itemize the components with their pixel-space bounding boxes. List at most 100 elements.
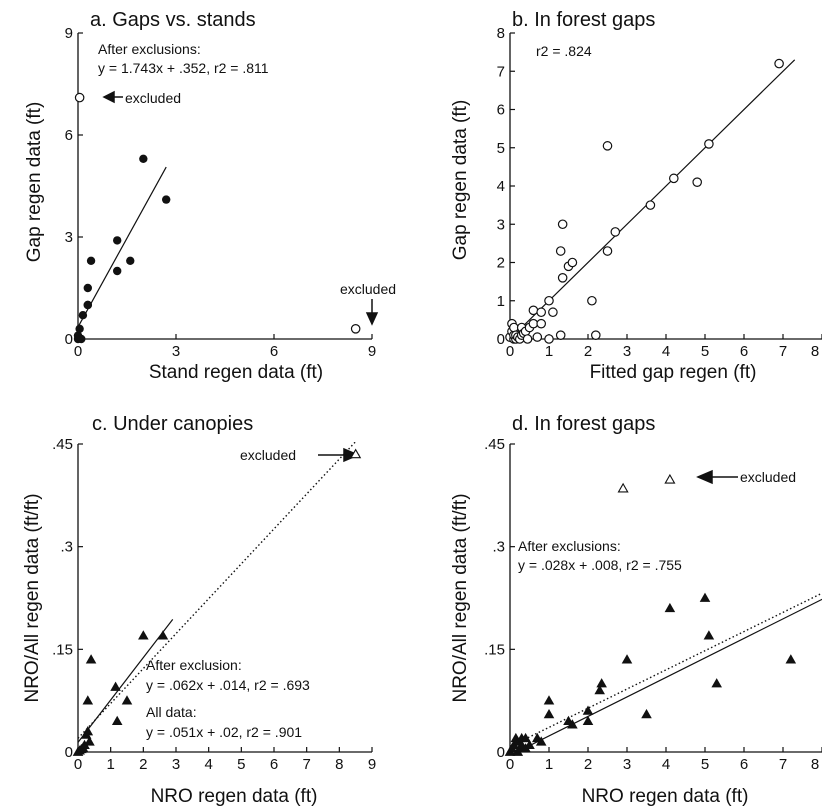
panel-b-x-tick-label: 2 bbox=[584, 343, 592, 360]
panel-c-x-tick-label: 0 bbox=[74, 756, 82, 773]
panel-b-point-excluded bbox=[522, 334, 533, 344]
panel-b-point-excluded bbox=[509, 322, 519, 333]
panel-c-point bbox=[84, 736, 95, 746]
panel-c-point bbox=[85, 654, 97, 664]
panel-d-x-tick-label: 1 bbox=[545, 756, 553, 773]
panel-b-point-excluded bbox=[567, 257, 578, 268]
panel-d-point bbox=[567, 719, 578, 729]
panel-c-x-tick-label: 9 bbox=[368, 756, 376, 773]
panel-b-x-tick-label: 5 bbox=[701, 343, 709, 360]
panel-d-ylabel: NRO/All regen data (ft/ft) bbox=[450, 493, 471, 702]
panel-b-point-excluded bbox=[602, 246, 613, 256]
panel-b-x-tick-label: 4 bbox=[662, 343, 670, 360]
panel-d-point-excluded bbox=[617, 482, 629, 493]
panel-c-y-tick-label: .45 bbox=[52, 436, 73, 453]
panel-c-xlabel: NRO regen data (ft) bbox=[151, 786, 318, 807]
panel-d-y-tick-label: 0 bbox=[497, 744, 505, 761]
panel-b-point-excluded bbox=[610, 227, 621, 237]
panel-c-x-tick-label: 7 bbox=[302, 756, 310, 773]
panel-d-point bbox=[621, 654, 633, 664]
panel-b-point-excluded bbox=[590, 330, 601, 340]
panel-c-x-tick-label: 5 bbox=[237, 756, 245, 773]
panel-b-point-excluded bbox=[555, 330, 566, 340]
panel-b-fit-equation: r2 = .824 bbox=[536, 43, 592, 59]
panel-b-y-tick-label: 5 bbox=[497, 140, 505, 157]
panel-b-x-tick-label: 7 bbox=[779, 343, 787, 360]
panel-d-fit-line-dotted bbox=[510, 592, 822, 748]
panel-d-x-tick-label: 3 bbox=[623, 756, 631, 773]
panel-a-point bbox=[83, 283, 93, 293]
panel-d-x-tick-label: 8 bbox=[811, 756, 819, 773]
panel-b-x-tick-label: 8 bbox=[811, 343, 819, 360]
panel-b-y-tick-label: 2 bbox=[497, 255, 505, 272]
panel-a-point bbox=[139, 154, 148, 163]
panel-c-point bbox=[157, 630, 169, 640]
panel-d-xlabel: NRO regen data (ft) bbox=[582, 786, 749, 807]
panel-d-x-tick-label: 4 bbox=[662, 756, 670, 773]
panel-c-all-heading: All data: bbox=[146, 704, 197, 720]
panel-a-excluded-right-label: excluded bbox=[340, 281, 396, 297]
panel-d-excluded-label: excluded bbox=[740, 469, 796, 485]
panel-b-point-excluded bbox=[704, 139, 714, 149]
panel-c-fit-line-dotted bbox=[78, 442, 357, 739]
panel-d-point bbox=[785, 654, 797, 664]
panel-c-exclusion-equation: y = .062x + .014, r2 = .693 bbox=[146, 677, 310, 693]
panel-b-point-excluded bbox=[774, 58, 784, 69]
panel-d-point bbox=[543, 708, 555, 719]
panel-b-point-excluded bbox=[536, 318, 546, 329]
panel-b-point-excluded bbox=[536, 307, 546, 318]
panel-b-point-excluded bbox=[692, 177, 702, 187]
panel-c-x-tick-label: 4 bbox=[204, 756, 212, 773]
panel-d-point bbox=[535, 736, 547, 746]
panel-a-excluded-left-label: excluded bbox=[125, 90, 181, 106]
panel-d-fit-heading: After exclusions: bbox=[518, 538, 621, 554]
panel-b-y-tick-label: 0 bbox=[497, 331, 505, 348]
panel-d: d. In forest gaps NRO/All regen data (ft… bbox=[450, 413, 796, 807]
panel-b-y-tick-label: 1 bbox=[497, 293, 505, 310]
panel-c-y-tick-label: 0 bbox=[65, 744, 73, 761]
panel-a-point bbox=[77, 334, 86, 344]
panel-d-fit-equation: y = .028x + .008, r2 = .755 bbox=[518, 557, 682, 573]
panel-b-x-tick-label: 3 bbox=[623, 343, 631, 360]
panel-c-point bbox=[121, 695, 133, 705]
panel-a-fit-line-solid bbox=[78, 166, 167, 328]
panel-c-x-tick-label: 2 bbox=[139, 756, 147, 773]
panel-a-point bbox=[83, 300, 93, 310]
panel-c-all-equation: y = .051x + .02, r2 = .901 bbox=[146, 724, 302, 740]
panel-d-x-tick-label: 6 bbox=[740, 756, 748, 773]
panel-a-excluded-left-arrow bbox=[102, 90, 123, 104]
panel-c-point bbox=[111, 715, 123, 726]
panel-b-point-excluded bbox=[645, 200, 656, 210]
panel-b-point-excluded bbox=[557, 272, 568, 283]
panel-a-ylabel: Gap regen data (ft) bbox=[24, 102, 45, 263]
panel-b-y-tick-label: 3 bbox=[497, 216, 505, 233]
panel-b-point-excluded bbox=[544, 334, 554, 344]
panel-c-x-tick-label: 3 bbox=[172, 756, 180, 773]
panel-b-point-excluded bbox=[528, 318, 539, 329]
panel-b-point-excluded bbox=[557, 219, 568, 230]
panel-d-y-tick-label: .15 bbox=[484, 641, 505, 658]
panel-a-x-tick-label: 9 bbox=[368, 343, 376, 360]
panel-a-y-tick-label: 6 bbox=[65, 127, 73, 144]
panel-b-x-tick-label: 6 bbox=[740, 343, 748, 360]
panel-b-plot: 0 1 2 3 4 5 6 7 8 0 1 2 3 4 5 6 7 8 bbox=[497, 25, 822, 360]
panel-d-point bbox=[664, 602, 676, 613]
panel-b-x-tick-label: 1 bbox=[545, 343, 553, 360]
panel-b-y-tick-label: 7 bbox=[497, 63, 505, 80]
panel-b-y-tick-label: 4 bbox=[497, 178, 505, 195]
panel-b-title: b. In forest gaps bbox=[512, 9, 655, 31]
panel-d-x-tick-label: 7 bbox=[779, 756, 787, 773]
panel-d-point bbox=[543, 695, 555, 705]
panel-b-point-excluded bbox=[555, 246, 566, 256]
panel-b-xlabel: Fitted gap regen (ft) bbox=[590, 362, 757, 383]
panel-a-x-tick-label: 0 bbox=[74, 343, 82, 360]
panel-a-point bbox=[113, 266, 122, 276]
panel-a-fit-equation: y = 1.743x + .352, r2 = .811 bbox=[98, 60, 269, 76]
panel-d-point bbox=[711, 678, 722, 688]
panel-c-excluded-label: excluded bbox=[240, 447, 296, 463]
panel-c-ylabel: NRO/All regen data (ft/ft) bbox=[22, 493, 43, 702]
panel-a-excluded-right-arrow bbox=[365, 299, 379, 326]
panel-d-fit-line-solid bbox=[511, 598, 822, 754]
panel-b-y-tick-label: 8 bbox=[497, 25, 505, 42]
